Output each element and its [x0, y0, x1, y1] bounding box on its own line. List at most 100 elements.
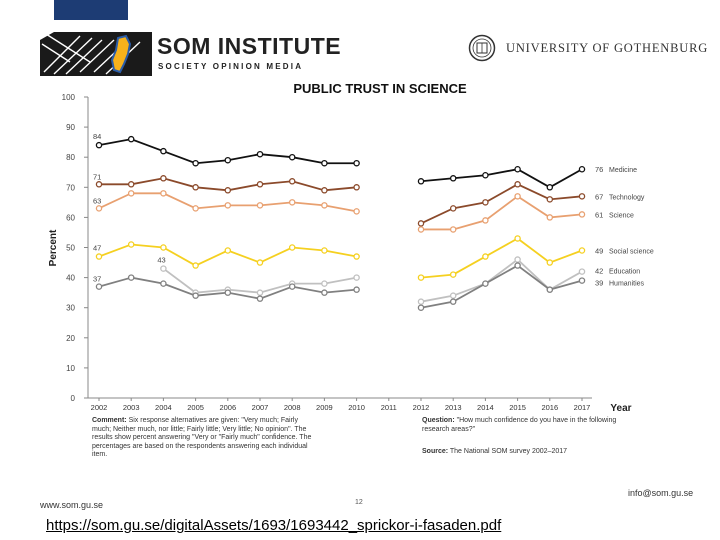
data-point [546, 184, 554, 191]
data-point [578, 193, 586, 200]
x-tick-label: 2008 [284, 403, 301, 412]
data-point [353, 274, 360, 281]
x-tick-label: 2002 [91, 403, 108, 412]
data-point [321, 289, 328, 296]
y-tick-label: 10 [66, 364, 75, 373]
legend-label: Technology [609, 194, 645, 201]
data-point [514, 256, 521, 263]
series-line-education [420, 258, 583, 303]
y-tick-label: 50 [66, 244, 75, 253]
start-value-label: 84 [93, 132, 101, 141]
end-value-label: 39 [595, 279, 603, 288]
legend-label: Science [609, 212, 634, 219]
data-point [288, 153, 296, 161]
data-point [417, 178, 425, 185]
data-point [224, 156, 232, 164]
x-tick-label: 2013 [445, 403, 462, 412]
university-name: UNIVERSITY OF GOTHENBURG [506, 41, 709, 55]
y-tick-label: 90 [66, 123, 75, 132]
series-line-humanities [420, 264, 583, 309]
source-note: Source: The National SOM survey 2002–201… [422, 448, 620, 457]
data-point [224, 289, 232, 296]
series-line-social-science [420, 237, 583, 279]
data-point [95, 141, 103, 149]
data-point [192, 184, 199, 191]
data-point [449, 205, 457, 212]
start-value-label: 43 [157, 256, 165, 265]
data-point [417, 298, 425, 305]
website-footer: www.som.gu.se [40, 500, 104, 510]
question-text: "How much confidence do you have in the … [422, 417, 617, 433]
comment-label: Comment: [92, 417, 127, 424]
x-tick-label: 2015 [509, 403, 526, 412]
x-tick-label: 2016 [541, 403, 558, 412]
legend-label: Education [609, 269, 640, 276]
data-point [482, 217, 489, 224]
data-point [578, 268, 586, 275]
y-tick-label: 20 [66, 334, 75, 343]
data-point [353, 159, 360, 167]
x-tick-label: 2012 [413, 403, 430, 412]
data-point [192, 262, 199, 269]
report-link[interactable]: https://som.gu.se/digitalAssets/1693/169… [46, 517, 502, 534]
y-tick-label: 100 [62, 93, 76, 102]
x-tick-label: 2010 [348, 403, 365, 412]
data-point [256, 289, 264, 296]
data-point [482, 172, 489, 179]
data-point [449, 298, 457, 305]
data-point [127, 241, 135, 248]
data-point [353, 253, 360, 260]
source-text: The National SOM survey 2002–2017 [449, 448, 568, 455]
data-point [95, 205, 103, 212]
data-point [353, 286, 360, 293]
data-point [224, 187, 232, 194]
data-point [256, 295, 264, 302]
question-note: Question: "How much confidence do you ha… [422, 417, 620, 434]
x-tick-label: 2003 [123, 403, 140, 412]
data-point [449, 226, 457, 233]
y-tick-label: 0 [71, 394, 76, 403]
data-point [127, 274, 135, 281]
data-point [256, 259, 264, 266]
x-tick-label: 2004 [155, 403, 172, 412]
data-point [160, 147, 167, 155]
data-point [95, 253, 103, 260]
series-line-medicine [420, 168, 583, 189]
data-point [353, 208, 360, 215]
data-point [449, 292, 457, 299]
email-footer: info@som.gu.se [628, 488, 694, 498]
y-tick-label: 70 [66, 183, 75, 192]
data-point [321, 280, 328, 287]
data-point [578, 165, 586, 173]
end-value-label: 76 [595, 165, 603, 174]
x-axis-label: Year [610, 403, 631, 414]
legend-label: Humanities [609, 281, 645, 288]
start-value-label: 63 [93, 196, 101, 205]
data-point [288, 178, 296, 185]
data-point [160, 280, 167, 287]
x-tick-label: 2007 [252, 403, 269, 412]
data-point [514, 235, 521, 242]
end-value-label: 61 [595, 210, 603, 219]
data-point [449, 271, 457, 278]
data-point [288, 283, 296, 290]
end-value-label: 49 [595, 247, 603, 256]
data-point [417, 274, 425, 281]
y-tick-label: 30 [66, 304, 75, 313]
som-map-logo-icon [40, 32, 152, 76]
data-point [160, 265, 167, 272]
page-number: 12 [355, 499, 363, 506]
data-point [95, 181, 103, 188]
data-point [482, 199, 489, 206]
data-point [256, 181, 264, 188]
data-point [192, 159, 199, 167]
data-point [546, 214, 554, 221]
x-tick-label: 2006 [219, 403, 236, 412]
y-tick-label: 80 [66, 153, 75, 162]
data-point [224, 247, 232, 254]
x-tick-label: 2011 [381, 403, 397, 412]
data-point [95, 283, 103, 290]
data-point [546, 259, 554, 266]
som-institute-title: SOM INSTITUTE [157, 33, 342, 59]
